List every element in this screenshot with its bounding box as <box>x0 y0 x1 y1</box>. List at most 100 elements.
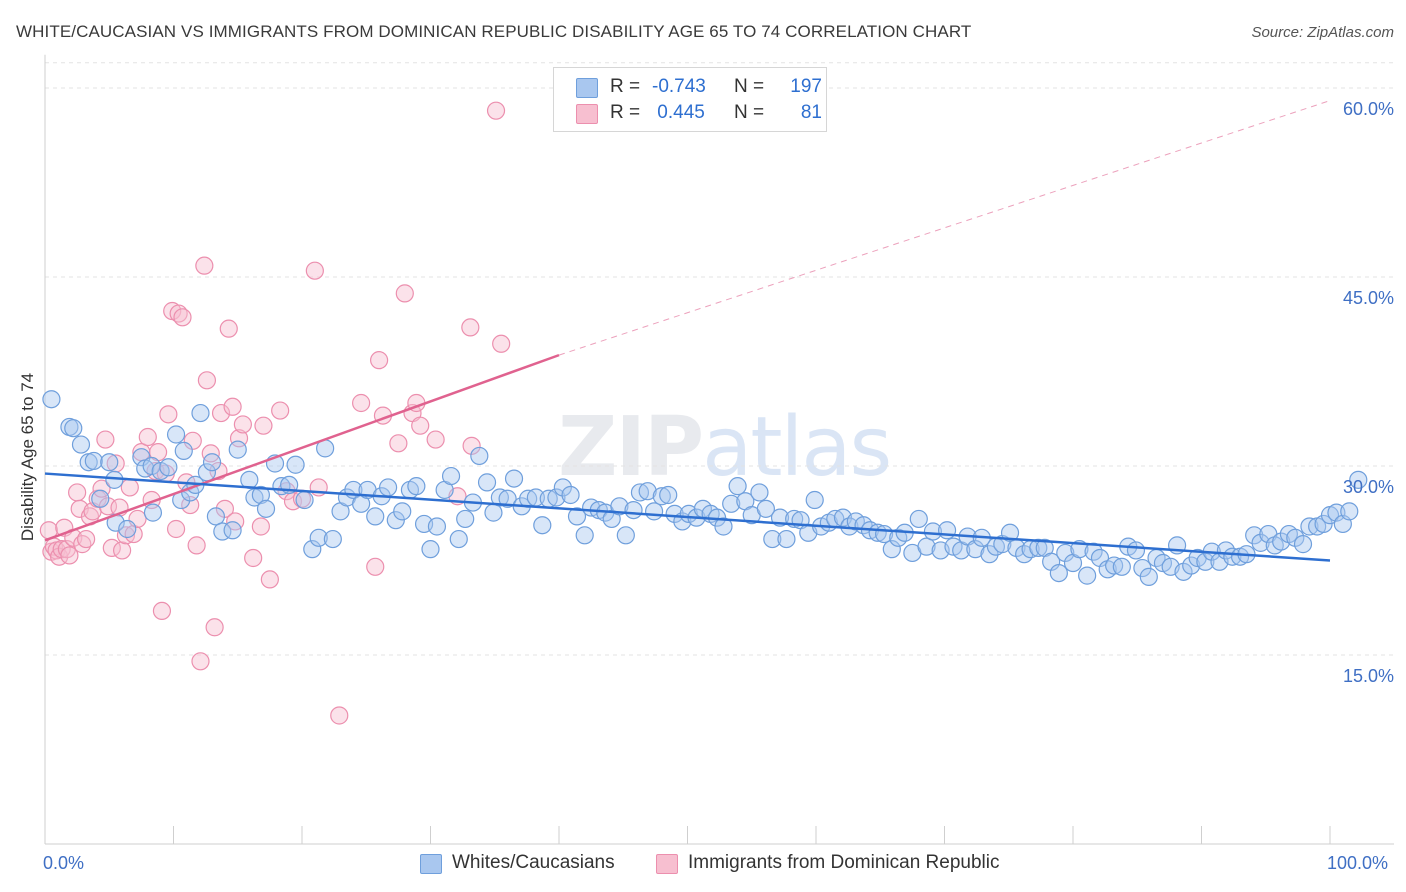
white-point <box>71 435 91 454</box>
dominican-point <box>462 436 481 455</box>
dominican-point <box>191 652 210 671</box>
dominican-point <box>120 478 139 497</box>
white-point <box>1029 538 1048 558</box>
white-point <box>610 497 629 516</box>
dominican-point <box>370 351 389 370</box>
white-point <box>533 516 552 535</box>
dominican-point <box>187 536 206 555</box>
legend-r-label: R = <box>610 76 641 97</box>
white-point <box>143 503 163 522</box>
white-point <box>407 477 426 496</box>
y-tick-label: 45.0% <box>1342 288 1394 308</box>
legend-n-value: 197 <box>790 76 822 97</box>
white-point <box>1078 566 1097 585</box>
legend-n-value: 81 <box>800 102 822 123</box>
legend-n-label: N = <box>734 76 765 97</box>
white-point <box>882 540 901 559</box>
white-point <box>366 507 385 526</box>
dominican-point <box>197 371 217 390</box>
white-point <box>449 529 468 549</box>
legend-r-value: 0.445 <box>652 102 705 123</box>
dominican-point <box>219 319 238 338</box>
legend-series: Whites/Caucasians Immigrants from Domini… <box>0 852 1406 878</box>
white-point <box>484 503 503 522</box>
series-white-points <box>42 390 1368 586</box>
white-point <box>980 545 999 564</box>
legend-swatch-dominican <box>656 854 678 874</box>
trend-lines <box>44 100 1331 562</box>
white-point <box>567 507 587 526</box>
white-point <box>84 451 103 471</box>
white-point <box>91 489 110 508</box>
dominican-trend-line <box>44 353 560 542</box>
white-point <box>756 499 775 518</box>
white-point <box>309 528 328 547</box>
dominican-point <box>389 434 408 453</box>
dominican-point <box>486 101 506 120</box>
watermark: ZIPatlas <box>558 400 892 495</box>
white-point <box>575 526 594 545</box>
x-tick-label-max: 100.0% <box>1327 853 1389 873</box>
white-point <box>498 489 517 508</box>
white-point <box>553 478 572 497</box>
white-point <box>1056 543 1075 563</box>
y-axis-label: Disability Age 65 to 74 <box>18 372 37 542</box>
white-point <box>561 485 580 505</box>
white-point <box>286 455 305 474</box>
white-point <box>295 490 314 510</box>
white-point <box>1105 556 1124 575</box>
white-point <box>1327 503 1346 522</box>
white-point <box>1112 557 1131 576</box>
y-tick-label: 60.0% <box>1342 99 1394 119</box>
dominican-point <box>181 495 200 515</box>
dominican-point <box>251 517 270 536</box>
white-point <box>638 482 657 501</box>
white-point <box>665 504 684 523</box>
white-point <box>191 403 210 423</box>
dominican-point <box>223 397 242 416</box>
legend-n-label: N = <box>734 102 765 123</box>
white-point <box>421 540 440 559</box>
white-point <box>1126 541 1146 560</box>
white-point <box>909 509 928 529</box>
legend-stats: R = -0.743 N = 197 R = 0.445 N = 81 <box>553 67 827 132</box>
white-point <box>251 485 270 505</box>
white-point <box>777 529 796 549</box>
white-point <box>100 453 119 472</box>
dominican-point <box>305 261 324 280</box>
white-point <box>923 522 943 541</box>
white-point <box>256 499 276 518</box>
dominican-point <box>352 393 371 413</box>
dominican-point <box>112 541 132 560</box>
white-point <box>1349 470 1368 489</box>
white-point <box>504 469 524 488</box>
dominican-point <box>461 318 480 337</box>
white-point <box>714 517 733 536</box>
white-trend-line <box>44 472 1331 562</box>
white-point <box>1340 502 1359 521</box>
dominican-point <box>211 403 231 423</box>
dominican-trend-extension <box>558 100 1331 356</box>
white-point <box>228 440 247 459</box>
white-point <box>223 521 242 540</box>
y-tick-label: 30.0% <box>1342 477 1394 497</box>
dominican-point <box>411 416 430 435</box>
legend-swatch-dominican <box>576 104 598 124</box>
dominican-point <box>98 497 118 516</box>
dominican-point <box>159 405 178 424</box>
dominican-point <box>96 430 115 449</box>
white-point <box>393 502 412 521</box>
dominican-point <box>195 256 214 275</box>
dominican-point <box>166 519 186 539</box>
white-point <box>1293 535 1313 554</box>
dominican-point <box>271 401 290 420</box>
legend-label-dominican: Immigrants from Dominican Republic <box>688 852 1000 873</box>
white-point <box>1300 517 1319 536</box>
y-tick-label: 15.0% <box>1342 666 1394 686</box>
white-point <box>1000 523 1020 542</box>
white-point <box>206 507 226 526</box>
legend-swatch-white <box>420 854 442 874</box>
white-point <box>470 446 489 466</box>
white-point <box>644 502 664 521</box>
white-point <box>202 453 222 472</box>
